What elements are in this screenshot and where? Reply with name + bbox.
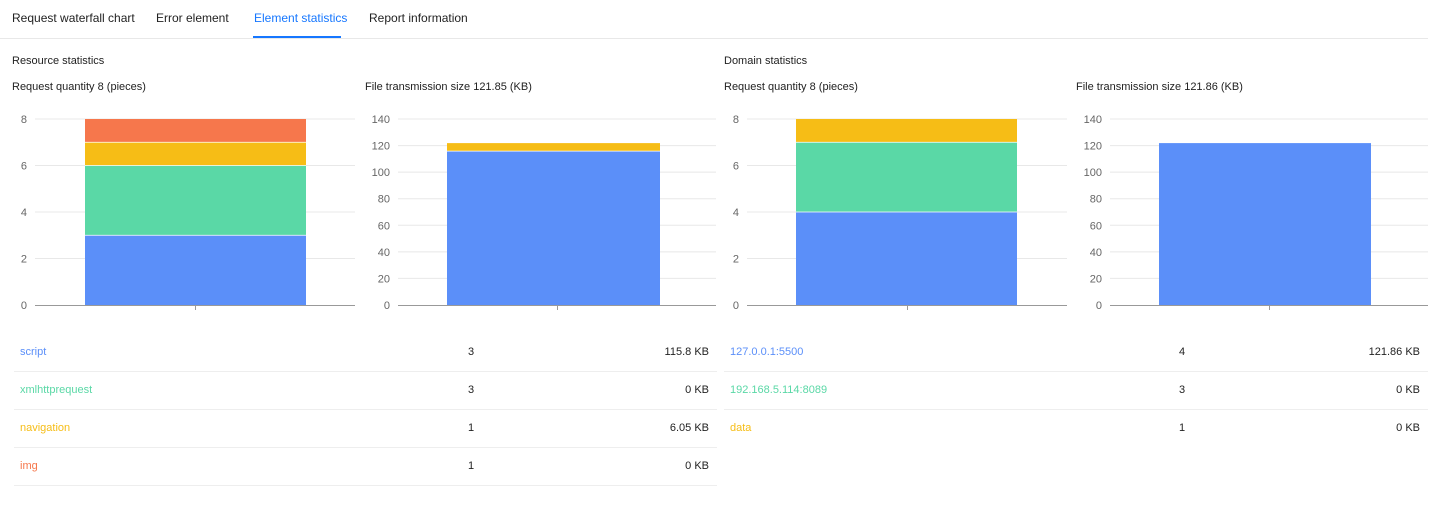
row-size: 115.8 KB: [664, 346, 709, 358]
row-count: 1: [468, 460, 475, 472]
bar-segment-2: [796, 119, 1017, 143]
domain-size-chart-title: File transmission size 121.86 (KB): [1076, 81, 1243, 93]
bar-segment-2: [85, 142, 306, 166]
y-tick-label: 120: [372, 141, 390, 153]
y-tick-label: 80: [378, 194, 390, 206]
bar-segment-0: [1159, 143, 1371, 305]
bar-segment-0: [796, 212, 1017, 305]
y-tick-label: 100: [1084, 167, 1102, 179]
row-count: 3: [1179, 384, 1186, 396]
domain-192-168-5-114-8089[interactable]: 192.168.5.114:8089: [730, 384, 828, 396]
table-row: xmlhttprequest 3 0 KB: [14, 372, 717, 410]
tab-report-information[interactable]: Report information: [369, 11, 468, 25]
y-tick-label: 8: [733, 114, 739, 126]
y-tick-label: 0: [384, 300, 390, 312]
tab-request-waterfall-chart[interactable]: Request waterfall chart: [12, 11, 135, 25]
bar-segment-0: [85, 235, 306, 305]
domain-statistics-title: Domain statistics: [724, 55, 808, 67]
row-size: 6.05 KB: [669, 422, 709, 434]
domain-quantity-chart-title: Request quantity 8 (pieces): [724, 81, 858, 93]
y-tick-label: 40: [1090, 247, 1102, 259]
y-tick-label: 140: [1084, 114, 1102, 126]
y-tick-label: 40: [378, 247, 390, 259]
resource-type-navigation[interactable]: navigation: [20, 422, 71, 434]
row-count: 1: [468, 422, 475, 434]
y-tick-label: 8: [21, 114, 27, 126]
y-tick-label: 2: [733, 254, 739, 266]
y-tick-label: 0: [21, 300, 27, 312]
row-size: 0 KB: [685, 460, 709, 472]
row-count: 3: [468, 346, 475, 358]
y-tick-label: 6: [21, 161, 27, 173]
domain-127-0-0-1-5500[interactable]: 127.0.0.1:5500: [730, 346, 804, 358]
table-row: navigation 1 6.05 KB: [14, 410, 717, 448]
tab-element-statistics[interactable]: Element statistics: [254, 11, 348, 25]
domain-quantity-chart: 0 2 4 6 8: [733, 114, 1067, 312]
bar-segment-1: [85, 165, 306, 236]
y-tick-label: 6: [733, 161, 739, 173]
domain-data[interactable]: data: [730, 422, 752, 434]
resource-type-img[interactable]: img: [20, 460, 38, 472]
domain-size-chart: 0 20 40 60 80 100 120 140: [1084, 114, 1428, 312]
y-tick-label: 2: [21, 254, 27, 266]
bar-segment-1: [796, 142, 1017, 212]
tab-error-element[interactable]: Error element: [156, 11, 229, 25]
y-tick-label: 20: [1090, 273, 1102, 285]
y-tick-label: 0: [1096, 300, 1102, 312]
y-tick-label: 0: [733, 300, 739, 312]
table-row: 192.168.5.114:8089 3 0 KB: [724, 372, 1428, 410]
resource-type-script[interactable]: script: [20, 346, 47, 358]
table-row: 127.0.0.1:5500 4 121.86 KB: [724, 334, 1428, 372]
domain-stats-table: 127.0.0.1:5500 4 121.86 KB 192.168.5.114…: [724, 334, 1428, 447]
row-size: 0 KB: [685, 384, 709, 396]
table-row: img 1 0 KB: [14, 448, 717, 486]
row-count: 3: [468, 384, 475, 396]
resource-size-chart-title: File transmission size 121.85 (KB): [365, 81, 532, 93]
y-tick-label: 120: [1084, 141, 1102, 153]
row-size: 0 KB: [1396, 384, 1420, 396]
bar-segment-0: [447, 151, 660, 305]
resource-stats-table: script 3 115.8 KB xmlhttprequest 3 0 KB …: [14, 334, 717, 486]
resource-type-xmlhttprequest[interactable]: xmlhttprequest: [20, 384, 93, 396]
row-count: 1: [1179, 422, 1186, 434]
bar-segment-2: [447, 143, 660, 152]
y-tick-label: 4: [21, 207, 27, 219]
row-size: 0 KB: [1396, 422, 1420, 434]
bar-segment-3: [85, 119, 306, 143]
resource-size-chart: 0 20 40 60 80 100 120 140: [372, 114, 716, 312]
row-count: 4: [1179, 346, 1186, 358]
y-tick-label: 140: [372, 114, 390, 126]
y-tick-label: 60: [378, 220, 390, 232]
table-row: script 3 115.8 KB: [14, 334, 717, 372]
y-tick-label: 80: [1090, 194, 1102, 206]
resource-quantity-chart: 0 2 4 6 8: [21, 114, 355, 312]
row-size: 121.86 KB: [1368, 346, 1420, 358]
resource-quantity-chart-title: Request quantity 8 (pieces): [12, 81, 146, 93]
y-tick-label: 4: [733, 207, 739, 219]
tab-bar: Request waterfall chart Error element El…: [0, 0, 1428, 39]
y-tick-label: 60: [1090, 220, 1102, 232]
active-tab-indicator: [253, 36, 341, 38]
resource-statistics-title: Resource statistics: [12, 55, 105, 67]
table-row: data 1 0 KB: [724, 410, 1428, 447]
y-tick-label: 20: [378, 273, 390, 285]
y-tick-label: 100: [372, 167, 390, 179]
